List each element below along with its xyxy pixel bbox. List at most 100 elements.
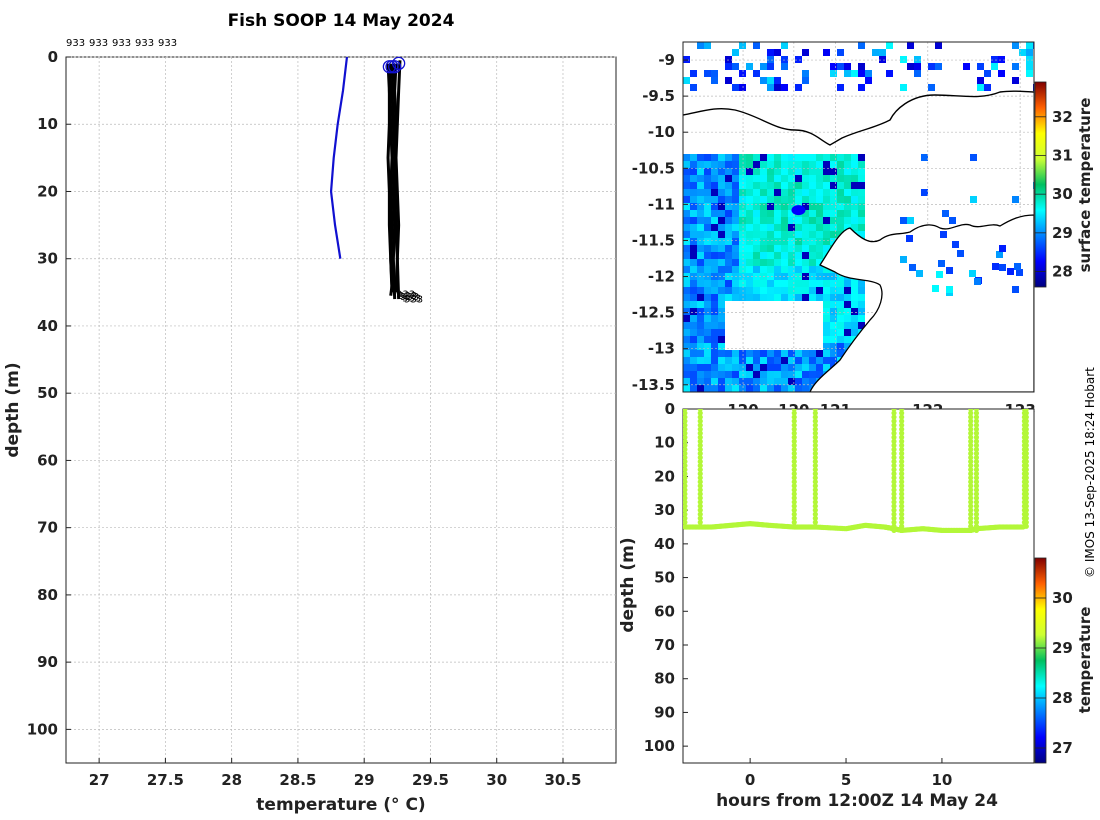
track-cast-point <box>973 430 980 436</box>
sst-pixel-coastal <box>1016 269 1023 276</box>
track-cast-point <box>899 450 905 457</box>
sst-pixel <box>690 378 697 385</box>
sst-pixel <box>816 245 823 252</box>
sst-pixel <box>823 245 830 252</box>
sst-pixel <box>921 189 928 196</box>
sst-pixel <box>732 182 739 189</box>
sst-pixel <box>704 231 711 238</box>
sst-pixel <box>858 161 865 168</box>
track-cast-point <box>968 454 974 461</box>
track-cast-point <box>973 454 980 461</box>
sst-pixel <box>907 63 914 70</box>
sst-pixel <box>767 154 774 161</box>
sst-pixel <box>690 343 697 350</box>
sst-pixel <box>802 217 809 224</box>
track-cast-point <box>968 495 974 501</box>
sst-pixel <box>774 266 781 273</box>
sst-pixel <box>781 378 788 385</box>
vessel-id-label: 933 <box>66 38 85 49</box>
sst-pixel <box>781 196 788 203</box>
sst-pixel <box>732 259 739 266</box>
track-cast-point <box>683 515 688 521</box>
track-cast-point <box>697 483 703 489</box>
sst-pixel <box>858 217 865 224</box>
sst-pixel <box>865 70 872 77</box>
sst-pixel <box>907 42 914 49</box>
sst-pixel <box>732 210 739 217</box>
sst-pixel <box>823 154 830 161</box>
sst-pixel <box>767 84 774 91</box>
sst-pixel <box>739 203 746 210</box>
sst-pixel-coastal <box>936 271 943 278</box>
sst-pixel <box>830 189 837 196</box>
sst-pixel <box>725 294 732 301</box>
sst-pixel <box>802 273 809 280</box>
sst-pixel <box>809 357 816 364</box>
sst-pixel <box>795 231 802 238</box>
sst-pixel <box>739 259 746 266</box>
track-cast-point <box>812 454 818 461</box>
sst-pixel <box>697 238 704 245</box>
sst-pixel <box>753 70 760 77</box>
sst-pixel <box>711 224 718 231</box>
sst-pixel <box>830 63 837 70</box>
sst-pixel <box>746 210 753 217</box>
sst-pixel <box>774 364 781 371</box>
track-cast-point <box>683 434 688 440</box>
sst-pixel <box>802 196 809 203</box>
sst-pixel-coastal <box>969 270 976 277</box>
sst-pixel <box>697 217 704 224</box>
sst-pixel <box>788 189 795 196</box>
sst-pixel <box>816 182 823 189</box>
sst-pixel <box>858 301 865 308</box>
sst-pixel <box>697 42 704 49</box>
sst-pixel <box>767 56 774 63</box>
map-lat-tick-label: -9 <box>658 51 675 69</box>
sst-pixel <box>683 301 690 308</box>
sst-pixel <box>844 182 851 189</box>
sst-pixel <box>781 287 788 294</box>
sst-pixel <box>746 203 753 210</box>
track-cast-point <box>968 471 974 477</box>
track-cast-point <box>973 442 980 449</box>
sst-pixel <box>837 210 844 217</box>
sst-pixel <box>823 196 830 203</box>
sst-pixel <box>760 175 767 182</box>
profile-x-label: temperature (° C) <box>256 795 425 815</box>
track-cast-point <box>812 495 818 501</box>
sst-pixel <box>760 266 767 273</box>
track-cast-point <box>891 467 897 473</box>
sst-pixel <box>767 217 774 224</box>
track-cast-point <box>968 458 974 465</box>
sst-pixel <box>725 231 732 238</box>
track-cast-point <box>791 487 797 493</box>
sst-pixel <box>697 182 704 189</box>
sst-pixel <box>732 63 739 70</box>
track-y-tick-label: 80 <box>654 670 675 688</box>
sst-pixel <box>837 315 844 322</box>
track-cast-point <box>697 418 703 424</box>
cast-bottom-label: 933 <box>400 292 419 303</box>
sst-pixel <box>858 168 865 175</box>
sst-pixel <box>823 350 830 357</box>
sst-pixel <box>802 287 809 294</box>
track-points <box>683 409 1029 533</box>
sst-pixel <box>767 259 774 266</box>
sst-pixel <box>844 329 851 336</box>
track-cast-point <box>812 463 818 469</box>
track-cast-point <box>683 511 688 517</box>
track-cast-point <box>683 430 688 436</box>
sst-pixel <box>886 42 893 49</box>
sst-pixel <box>802 266 809 273</box>
sst-pixel <box>837 280 844 287</box>
sst-pixel <box>760 350 767 357</box>
sst-pixel <box>830 329 837 336</box>
sst-pixel <box>795 84 802 91</box>
sst-pixel <box>690 175 697 182</box>
sst-pixel <box>837 336 844 343</box>
track-cast-point <box>899 418 905 424</box>
sst-pixel <box>914 70 921 77</box>
map-lat-tick-label: -13 <box>648 340 675 358</box>
track-cast-point <box>1023 467 1029 473</box>
track-cast-point <box>899 434 905 440</box>
